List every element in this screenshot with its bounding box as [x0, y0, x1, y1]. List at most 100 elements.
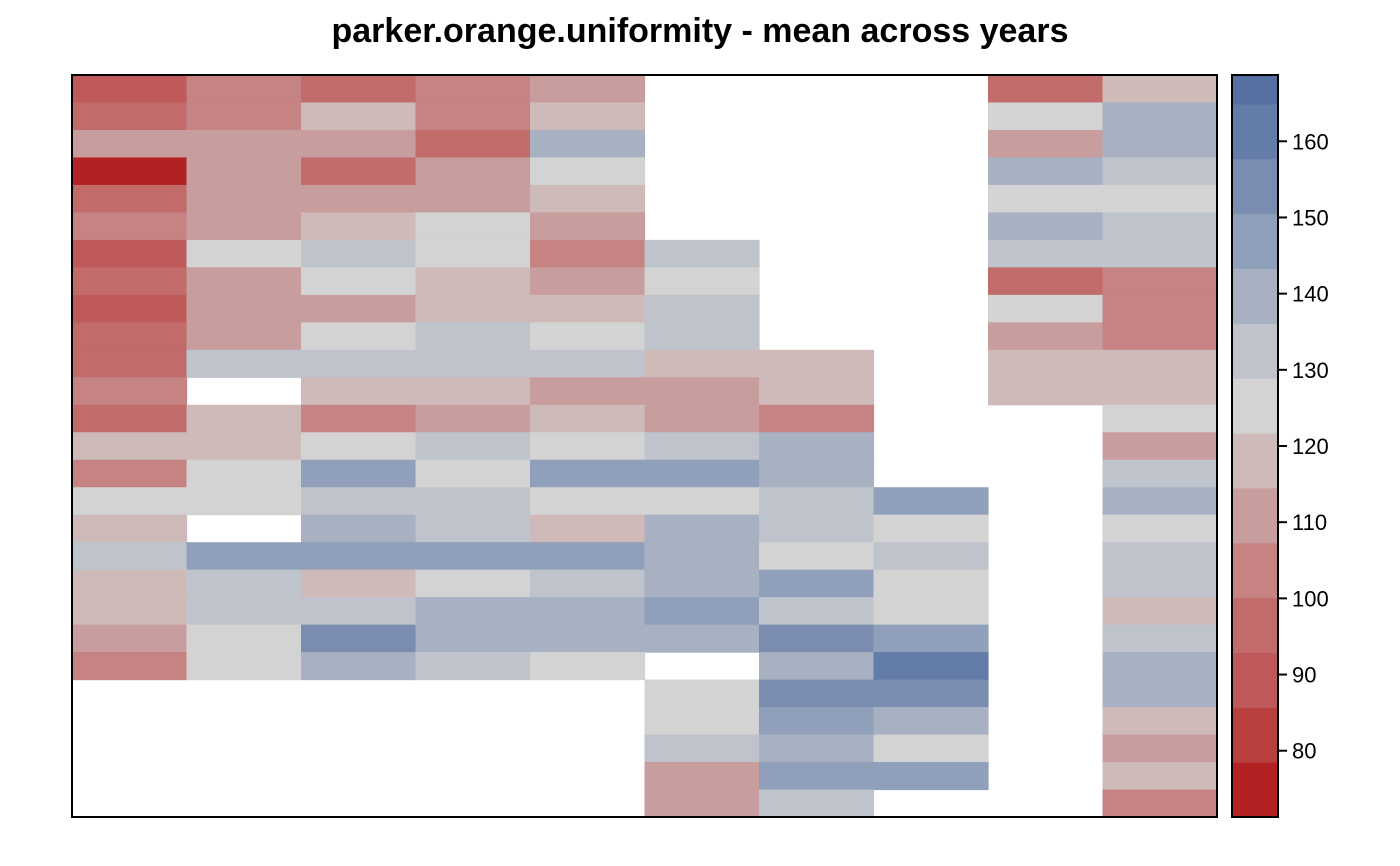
heatmap-cell: [644, 432, 760, 461]
heatmap-cell: [301, 239, 417, 268]
heatmap-cell: [644, 569, 760, 598]
heatmap-cell: [415, 102, 531, 131]
heatmap-cell: [186, 487, 302, 516]
heatmap-cell: [72, 514, 188, 543]
heatmap-cell: [644, 239, 760, 268]
heatmap-cell: [530, 212, 646, 241]
heatmap-cell: [988, 349, 1104, 378]
colorbar-bin: [1232, 762, 1278, 818]
colorbar-bin: [1232, 542, 1278, 599]
heatmap-cell: [988, 129, 1104, 159]
colorbar-bin: [1232, 75, 1278, 105]
colorbar-ticks: 80 90 100 110 120 130 140 150 160: [1278, 129, 1329, 764]
heatmap-cell: [1102, 707, 1218, 736]
heatmap-cell: [301, 212, 417, 241]
heatmap-cell: [1102, 679, 1218, 708]
heatmap-cell: [759, 624, 875, 653]
heatmap-cell: [415, 459, 531, 488]
heatmap-cell: [530, 432, 646, 461]
heatmap-cell: [644, 734, 760, 763]
heatmap-cell: [186, 102, 302, 131]
heatmap-cell: [530, 239, 646, 268]
heatmap-cell: [1102, 349, 1218, 378]
colorbar-bin: [1232, 103, 1278, 160]
heatmap-cell: [759, 514, 875, 543]
colorbar-bin: [1232, 652, 1278, 708]
heatmap-cell: [1102, 542, 1218, 571]
heatmap-cell: [644, 487, 760, 516]
heatmap-cell: [873, 624, 989, 653]
heatmap-cell: [530, 267, 646, 296]
heatmap-cell: [415, 322, 531, 351]
heatmap-cell: [415, 514, 531, 543]
heatmap-cell: [530, 377, 646, 406]
heatmap-cell: [644, 404, 760, 433]
heatmap-cell: [1102, 404, 1218, 433]
heatmap-cell: [72, 569, 188, 598]
heatmap-cell: [988, 294, 1104, 323]
colorbar-tick-label: 90: [1292, 663, 1316, 688]
heatmap-cell: [644, 762, 760, 791]
heatmap-cell: [644, 789, 760, 818]
heatmap-cell: [988, 212, 1104, 241]
heatmap-cell: [301, 432, 417, 461]
heatmap-cell: [301, 75, 417, 104]
colorbar-bin: [1232, 378, 1278, 434]
colorbar-tick-label: 160: [1292, 129, 1329, 154]
heatmap-cell: [301, 404, 417, 433]
heatmap-cell: [530, 404, 646, 433]
heatmap-cell: [415, 377, 531, 406]
heatmap-cell: [1102, 239, 1218, 268]
heatmap-cell: [186, 184, 302, 214]
heatmap-cell: [415, 569, 531, 598]
heatmap-cell: [759, 789, 875, 818]
heatmap-cell: [873, 487, 989, 516]
heatmap-cell: [988, 377, 1104, 406]
colorbar-tick-label: 80: [1292, 739, 1316, 764]
heatmap-cell: [415, 239, 531, 268]
heatmap-cell: [988, 102, 1104, 131]
heatmap-cell: [301, 157, 417, 186]
heatmap-cell: [988, 184, 1104, 214]
heatmap-cell: [301, 294, 417, 323]
heatmap-cell: [72, 129, 188, 159]
heatmap-cell: [301, 487, 417, 516]
heatmap-cell: [530, 102, 646, 131]
heatmap-cell: [186, 432, 302, 461]
colorbar-tick-label: 100: [1292, 586, 1329, 611]
heatmap-cell: [644, 349, 760, 378]
heatmap-cell: [186, 652, 302, 681]
heatmap-cell: [1102, 267, 1218, 296]
heatmap-cell: [1102, 597, 1218, 626]
heatmap-cell: [644, 597, 760, 626]
colorbar-tick-label: 120: [1292, 434, 1329, 459]
heatmap-cell: [301, 184, 417, 214]
heatmap-cell: [186, 569, 302, 598]
heatmap-cell: [72, 432, 188, 461]
heatmap-cell: [988, 157, 1104, 186]
heatmap-cell: [873, 734, 989, 763]
heatmap-cell: [186, 542, 302, 571]
heatmap-cell: [72, 294, 188, 323]
heatmap-cell: [72, 239, 188, 268]
heatmap-cell: [759, 652, 875, 681]
heatmap-cell: [186, 459, 302, 488]
heatmap-cell: [1102, 184, 1218, 214]
heatmap-cell: [644, 322, 760, 351]
heatmap-cell: [415, 597, 531, 626]
heatmap-cell: [1102, 487, 1218, 516]
heatmap-cell: [1102, 514, 1218, 543]
heatmap-cell: [644, 679, 760, 708]
heatmap-cell: [759, 762, 875, 791]
heatmap-cell: [72, 459, 188, 488]
heatmap-cell: [186, 349, 302, 378]
heatmap-cell: [530, 157, 646, 186]
heatmap-cell: [186, 212, 302, 241]
heatmap-cell: [530, 75, 646, 104]
heatmap-cell: [415, 404, 531, 433]
heatmap-cell: [1102, 624, 1218, 653]
heatmap-cell: [873, 707, 989, 736]
heatmap-cell: [415, 129, 531, 159]
heatmap-cell: [530, 597, 646, 626]
heatmap-cell: [72, 75, 188, 104]
